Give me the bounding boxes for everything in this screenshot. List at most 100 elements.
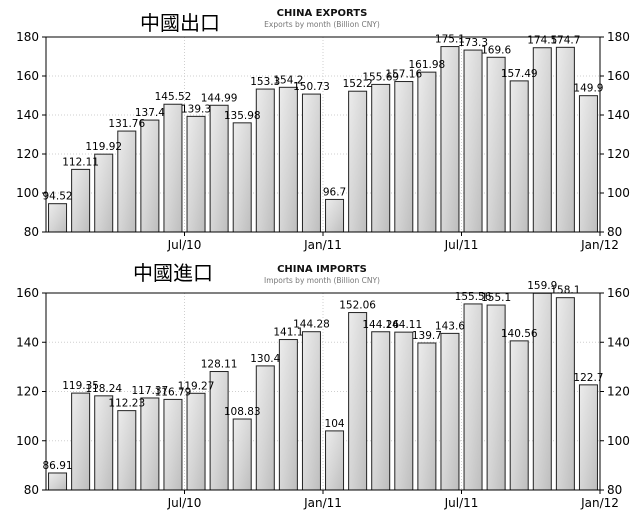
exports-bar: [509, 80, 529, 233]
imports-data-label: 86.91: [43, 460, 73, 472]
imports-ytick-label-right: 80: [607, 483, 622, 497]
exports-bar: [325, 198, 345, 233]
exports-data-label: 94.52: [43, 191, 73, 203]
imports-bar: [71, 392, 91, 491]
exports-ytick-label-right: 140: [607, 108, 630, 122]
exports-bar: [463, 49, 483, 233]
imports-bar: [555, 297, 575, 491]
exports-ytick-label-right: 180: [607, 30, 630, 44]
exports-data-label: 149.9: [573, 83, 603, 95]
exports-ytick-label-left: 180: [16, 30, 39, 44]
imports-ytick-label-left: 140: [16, 335, 39, 349]
imports-bar: [417, 342, 437, 491]
exports-bar: [394, 81, 414, 233]
imports-ytick-label-left: 120: [16, 385, 39, 399]
imports-data-label: 144.28: [293, 319, 330, 331]
imports-data-label: 152.06: [339, 300, 376, 312]
imports-bar: [394, 331, 414, 491]
exports-data-label: 135.98: [224, 110, 261, 122]
imports-data-label: 104: [325, 418, 345, 430]
exports-subtitle: Exports by month (Billion CNY): [264, 20, 380, 29]
imports-data-label: 112.23: [108, 398, 145, 410]
imports-bar: [325, 430, 345, 491]
imports-data-label: 155.1: [481, 292, 511, 304]
imports-data-label: 118.24: [85, 383, 122, 395]
imports-bar: [163, 398, 183, 491]
imports-xtick-label: Jan/12: [580, 496, 619, 510]
exports-bar: [348, 90, 368, 233]
imports-data-label: 159.9: [527, 280, 557, 292]
imports-ytick-label-left: 160: [16, 286, 39, 300]
exports-bar: [186, 115, 206, 233]
imports-data-label: 144.26: [362, 319, 399, 331]
exports-bar: [232, 122, 252, 233]
exports-bar: [209, 104, 229, 233]
imports-data-label: 122.7: [573, 372, 603, 384]
exports-data-label: 157.16: [385, 69, 422, 81]
imports-ytick-label-right: 100: [607, 434, 630, 448]
imports-bar: [371, 331, 391, 491]
imports-data-label: 139.7: [412, 330, 442, 342]
imports-bar: [117, 410, 137, 491]
imports-data-label: 155.56: [455, 291, 492, 303]
exports-data-label: 154.2: [273, 74, 303, 86]
imports-bar: [232, 418, 252, 491]
imports-bar: [255, 365, 275, 491]
exports-data-label: 173.3: [458, 37, 488, 49]
imports-ytick-label-left: 80: [24, 483, 39, 497]
imports-chinese-title: 中國進口: [133, 261, 213, 285]
exports-data-label: 161.98: [409, 59, 446, 71]
exports-xtick-label: Jan/12: [580, 238, 619, 252]
imports-data-label: 119.27: [178, 380, 215, 392]
imports-bar: [186, 392, 206, 491]
imports-xtick-label: Jan/11: [303, 496, 342, 510]
exports-bar: [371, 83, 391, 233]
exports-data-label: 152.2: [343, 78, 373, 90]
imports-ytick-label-left: 100: [16, 434, 39, 448]
exports-data-label: 137.4: [135, 107, 165, 119]
imports-data-label: 119.35: [62, 380, 99, 392]
exports-data-label: 112.11: [62, 156, 99, 168]
imports-panel: 中國進口 CHINA IMPORTS Imports by month (Bil…: [16, 261, 630, 510]
imports-subtitle: Imports by month (Billion CNY): [264, 276, 380, 285]
imports-data-label: 108.83: [224, 406, 261, 418]
exports-ytick-label-right: 120: [607, 147, 630, 161]
exports-bar: [71, 168, 91, 233]
exports-bar: [578, 95, 598, 233]
exports-bar: [417, 71, 437, 233]
exports-bar: [278, 86, 298, 233]
imports-xtick-label: Jul/11: [444, 496, 479, 510]
exports-bar: [48, 203, 68, 233]
exports-ytick-label-left: 120: [16, 147, 39, 161]
imports-ytick-label-right: 120: [607, 385, 630, 399]
exports-panel: 中國出口 CHINA EXPORTS Exports by month (Bil…: [16, 8, 630, 252]
exports-bar: [486, 56, 506, 233]
imports-bar: [48, 472, 68, 491]
exports-ytick-label-left: 100: [16, 186, 39, 200]
exports-data-label: 96.7: [323, 186, 346, 198]
exports-ytick-label-left: 160: [16, 69, 39, 83]
exports-bar: [555, 46, 575, 233]
exports-plot: 94.52112.11119.92131.76137.4145.52139.31…: [16, 30, 630, 252]
imports-bar: [278, 339, 298, 491]
exports-data-label: 131.76: [108, 118, 145, 130]
exports-title: CHINA EXPORTS: [277, 8, 368, 19]
exports-data-label: 169.6: [481, 44, 511, 56]
imports-bar: [440, 332, 460, 491]
imports-bar: [94, 395, 114, 491]
exports-data-label: 155.69: [362, 71, 399, 83]
imports-bar: [348, 312, 368, 491]
imports-data-label: 141.1: [273, 327, 303, 339]
exports-bar: [440, 46, 460, 233]
exports-chinese-title: 中國出口: [140, 11, 220, 35]
imports-bar: [140, 397, 160, 491]
exports-data-label: 119.92: [85, 141, 122, 153]
exports-xtick-label: Jul/11: [444, 238, 479, 252]
exports-data-label: 153.3: [250, 76, 280, 88]
imports-data-label: 140.56: [501, 328, 538, 340]
exports-bar: [163, 103, 183, 233]
imports-bar: [301, 331, 321, 491]
exports-data-label: 157.49: [501, 68, 538, 80]
